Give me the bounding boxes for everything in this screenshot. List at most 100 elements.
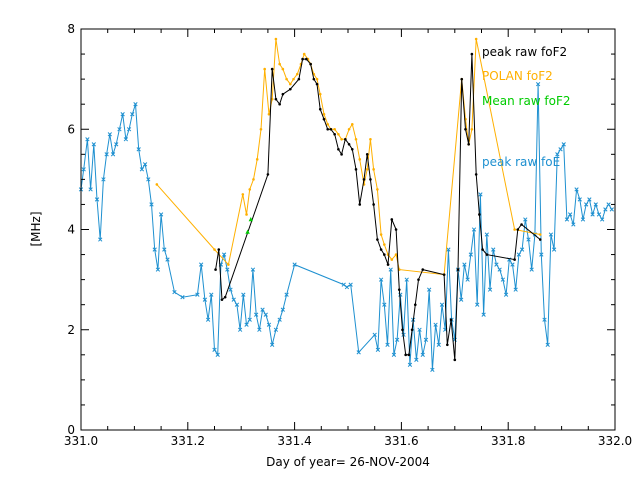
data-point	[165, 257, 170, 262]
data-point	[133, 102, 138, 107]
data-point	[470, 127, 474, 131]
data-point	[223, 295, 227, 299]
data-point	[297, 77, 301, 81]
data-point	[195, 292, 200, 297]
series-mean-raw-fof2	[245, 216, 254, 234]
data-point	[305, 57, 308, 61]
data-point	[542, 317, 547, 322]
data-point	[270, 97, 274, 101]
data-point	[215, 352, 220, 357]
data-point	[228, 287, 233, 292]
data-point	[456, 268, 460, 271]
data-point	[510, 262, 515, 267]
data-point	[212, 347, 217, 352]
data-point	[248, 188, 252, 191]
data-point	[104, 152, 109, 157]
data-point	[247, 317, 252, 322]
data-point	[491, 247, 496, 252]
data-point	[519, 247, 525, 252]
data-point	[337, 148, 340, 151]
data-point	[580, 217, 586, 222]
data-point	[259, 127, 263, 131]
data-point	[248, 216, 254, 222]
data-point	[356, 350, 361, 355]
data-point	[241, 292, 246, 297]
data-point	[284, 292, 289, 297]
data-point	[523, 217, 528, 222]
data-point	[383, 243, 386, 246]
legend: peak raw foF2 POLAN foF2 Mean raw foF2 peak…	[482, 45, 571, 169]
data-point	[372, 332, 377, 337]
y-tick-label-0: 0	[67, 423, 75, 437]
data-point	[227, 263, 230, 266]
data-point	[410, 328, 414, 332]
data-point	[209, 292, 214, 297]
data-point	[337, 132, 340, 136]
data-point	[347, 127, 351, 131]
data-point	[270, 67, 274, 71]
data-point	[446, 343, 449, 347]
data-point	[564, 217, 570, 222]
data-point	[494, 262, 499, 267]
data-point	[234, 302, 240, 307]
data-point	[574, 187, 579, 192]
data-point	[609, 207, 614, 212]
data-point	[302, 52, 306, 56]
data-point	[277, 317, 282, 322]
data-point	[245, 229, 250, 234]
data-point	[295, 72, 299, 76]
data-point	[587, 197, 592, 202]
data-point	[88, 187, 93, 192]
data-point	[513, 287, 518, 292]
data-point	[470, 52, 474, 56]
data-point	[446, 247, 451, 252]
data-point	[155, 267, 161, 272]
data-point	[312, 77, 316, 81]
data-point	[372, 203, 375, 206]
data-point	[350, 122, 354, 126]
data-point	[98, 237, 103, 242]
data-point	[214, 268, 217, 271]
data-point	[142, 162, 148, 167]
data-point	[322, 117, 326, 121]
data-point	[420, 352, 425, 357]
data-point	[390, 258, 394, 261]
data-point	[365, 168, 369, 171]
data-point	[245, 213, 248, 216]
data-point	[281, 67, 285, 71]
data-point	[110, 152, 116, 157]
data-point	[417, 327, 422, 332]
data-point	[539, 252, 544, 257]
data-point	[318, 92, 322, 96]
data-point	[513, 228, 516, 231]
data-point	[584, 202, 589, 207]
data-point	[577, 197, 582, 202]
data-point	[379, 248, 383, 251]
data-point	[484, 232, 489, 237]
legend-entry-3: peak raw foE	[482, 155, 560, 169]
data-point	[225, 267, 230, 272]
data-point	[263, 312, 268, 317]
data-point	[558, 147, 563, 152]
legend-entry-0: peak raw foF2	[482, 45, 567, 59]
data-point	[462, 262, 467, 267]
data-point	[383, 253, 386, 256]
data-point	[475, 302, 480, 307]
data-point	[478, 213, 481, 216]
data-point	[449, 318, 453, 322]
series-peak-raw-fof2	[214, 52, 542, 362]
data-point	[278, 62, 281, 66]
data-point	[322, 112, 326, 116]
data-point	[162, 247, 167, 252]
data-point	[464, 127, 467, 131]
data-point	[548, 232, 554, 237]
data-point	[386, 263, 390, 266]
data-point	[315, 77, 319, 81]
data-point	[487, 287, 493, 292]
data-point	[590, 212, 595, 217]
data-point	[266, 322, 272, 327]
data-point	[274, 97, 278, 101]
data-point	[130, 112, 135, 117]
data-point	[91, 142, 96, 147]
data-point	[365, 153, 369, 156]
